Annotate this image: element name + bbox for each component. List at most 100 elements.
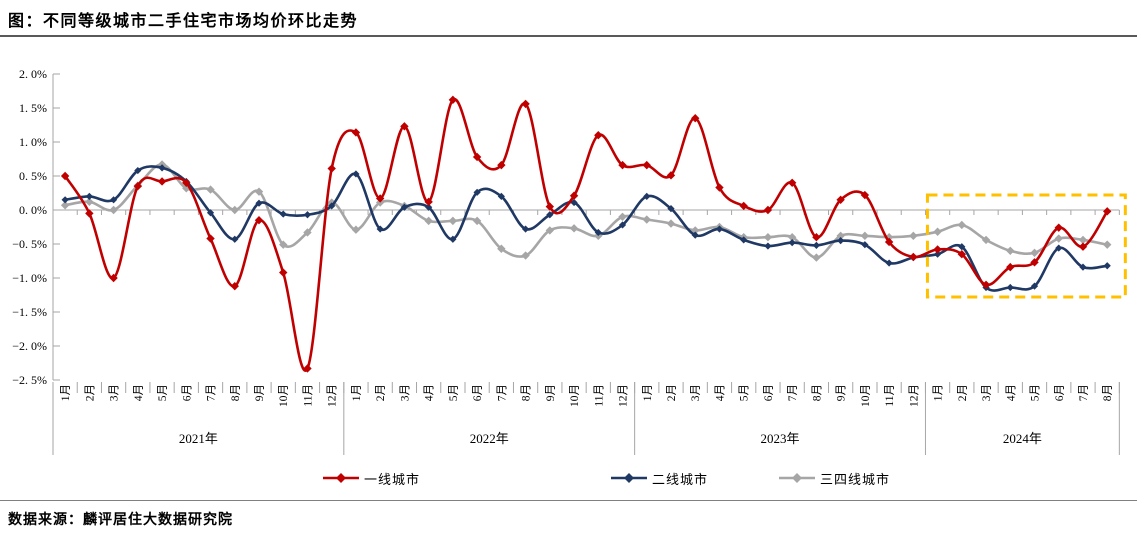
x-axis-labels: 1月 2月 3月 4月 5月 6月 7月 8月 9月 10月 11月 12月 2021年 1月 2月 3月 4月… (52, 382, 1120, 455)
month-label: 8月 (1102, 384, 1114, 401)
tier1-series (60, 95, 1112, 373)
tier1-point-marker (521, 99, 530, 109)
page-title: 图：不同等级城市二手住宅市场均价环比走势 (8, 13, 359, 30)
tier1-point-marker (157, 177, 167, 186)
month-label: 2月 (375, 384, 387, 401)
y-axis-tick-label: −2. 0% (12, 339, 47, 353)
tier1-point-marker (739, 201, 748, 211)
tier1-point-marker (109, 273, 118, 283)
legend-entry-tier1: 一线城市 (323, 468, 420, 488)
tier2-point-marker (715, 225, 724, 233)
tier1-point-marker (594, 131, 603, 140)
tier34-point-marker (254, 187, 264, 196)
tier1-point-marker (836, 195, 845, 204)
tier2-point-marker (109, 196, 118, 204)
footer-divider (0, 500, 1137, 501)
month-label: 5月 (739, 384, 751, 401)
tier1-point-marker (133, 182, 143, 191)
tier1-point-marker (957, 250, 967, 259)
tier1-point-marker (787, 178, 797, 187)
tier2-point-marker (764, 242, 772, 250)
tier34-point-marker (60, 201, 70, 210)
tier2-point-marker (618, 221, 627, 229)
chart-legend: 一线城市 二线城市 三四线城市 (0, 468, 1137, 488)
tier2-point-marker (231, 235, 239, 243)
month-label: 6月 (472, 384, 484, 401)
tier1-point-marker (642, 160, 651, 170)
tier34-point-marker (85, 197, 94, 207)
y-axis-tick-label: 2. 0% (19, 67, 47, 81)
title-divider (0, 35, 1137, 37)
tier1-point-marker (812, 233, 821, 242)
tier1-line (63, 98, 1109, 372)
tier1-point-marker (182, 178, 191, 187)
tier2-point-marker (279, 210, 287, 218)
tier2-point-marker (837, 237, 845, 245)
tier34-point-marker (424, 216, 433, 226)
tier2-point-marker (788, 239, 796, 247)
tier34-point-marker (545, 226, 555, 235)
tier34-point-marker (206, 185, 215, 194)
month-label: 2月 (666, 384, 678, 401)
y-axis-tick-label: −2. 5% (12, 373, 47, 387)
tier2-point-marker (1103, 262, 1111, 270)
month-label: 8月 (230, 384, 242, 401)
tier34-line-marker-icon (779, 473, 815, 483)
tier2-point-marker (643, 192, 651, 200)
month-label: 9月 (254, 384, 266, 401)
tier1-point-marker (60, 171, 70, 181)
tier2-point-marker (1006, 283, 1014, 292)
tier1-point-marker (303, 364, 312, 373)
tier34-point-marker (1054, 234, 1063, 243)
tier34-point-marker (909, 231, 918, 241)
tier2-series (61, 164, 1111, 292)
month-label: 10月 (860, 384, 872, 407)
month-label: 11月 (593, 384, 605, 407)
month-label: 5月 (448, 384, 460, 401)
tier34-point-marker (812, 253, 821, 262)
highlight-box-2024 (925, 193, 1127, 299)
tier2-point-marker (134, 166, 142, 175)
tier1-point-marker (327, 164, 336, 173)
tier2-point-marker (400, 203, 409, 211)
year-label: 2022年 (470, 431, 509, 446)
tier1-point-marker (933, 245, 942, 254)
tier1-point-marker (279, 268, 288, 277)
tier34-point-marker (787, 233, 797, 242)
y-axis-tick-label: 1. 0% (19, 135, 47, 149)
tier1-point-marker (884, 237, 894, 247)
tier2-point-marker (885, 259, 893, 267)
y-axis-tick-label: 0. 5% (19, 169, 47, 183)
tier2-point-marker (958, 243, 966, 251)
tier34-point-marker (666, 219, 676, 228)
tier1-point-marker (254, 216, 264, 225)
tier34-point-marker (472, 216, 482, 226)
tier1-point-marker (472, 152, 482, 162)
tier2-point-marker (546, 211, 554, 219)
tier2-point-marker (1055, 244, 1063, 252)
tier2-point-marker (255, 199, 263, 207)
tier1-point-marker (230, 281, 239, 291)
tier2-point-marker (497, 192, 505, 200)
tier2-point-marker (861, 241, 869, 249)
tier1-point-marker (351, 128, 361, 137)
month-label: 7月 (496, 384, 508, 401)
month-label: 10月 (278, 384, 290, 407)
year-label: 2023年 (761, 431, 800, 446)
tier2-point-marker (449, 235, 457, 243)
tier2-point-marker (61, 196, 69, 204)
y-axis: 2. 0% 1. 5% 1. 0% 0. 5% 0. 0% −0. 5% −1. 0% −1.… (12, 67, 60, 387)
tier1-point-marker (448, 95, 458, 105)
tier2-point-marker (303, 211, 312, 219)
tier1-point-marker (424, 197, 433, 207)
tier1-point-marker (618, 160, 627, 170)
month-label: 5月 (157, 384, 169, 401)
tier34-point-marker (1006, 246, 1015, 255)
month-label: 11月 (884, 384, 896, 407)
tier2-point-marker (933, 250, 942, 258)
tier1-point-marker (715, 183, 724, 192)
tier2-point-marker (376, 225, 384, 233)
tier1-point-marker (375, 194, 385, 203)
tier34-point-marker (1030, 248, 1039, 258)
tier2-line-marker-icon (611, 473, 647, 483)
